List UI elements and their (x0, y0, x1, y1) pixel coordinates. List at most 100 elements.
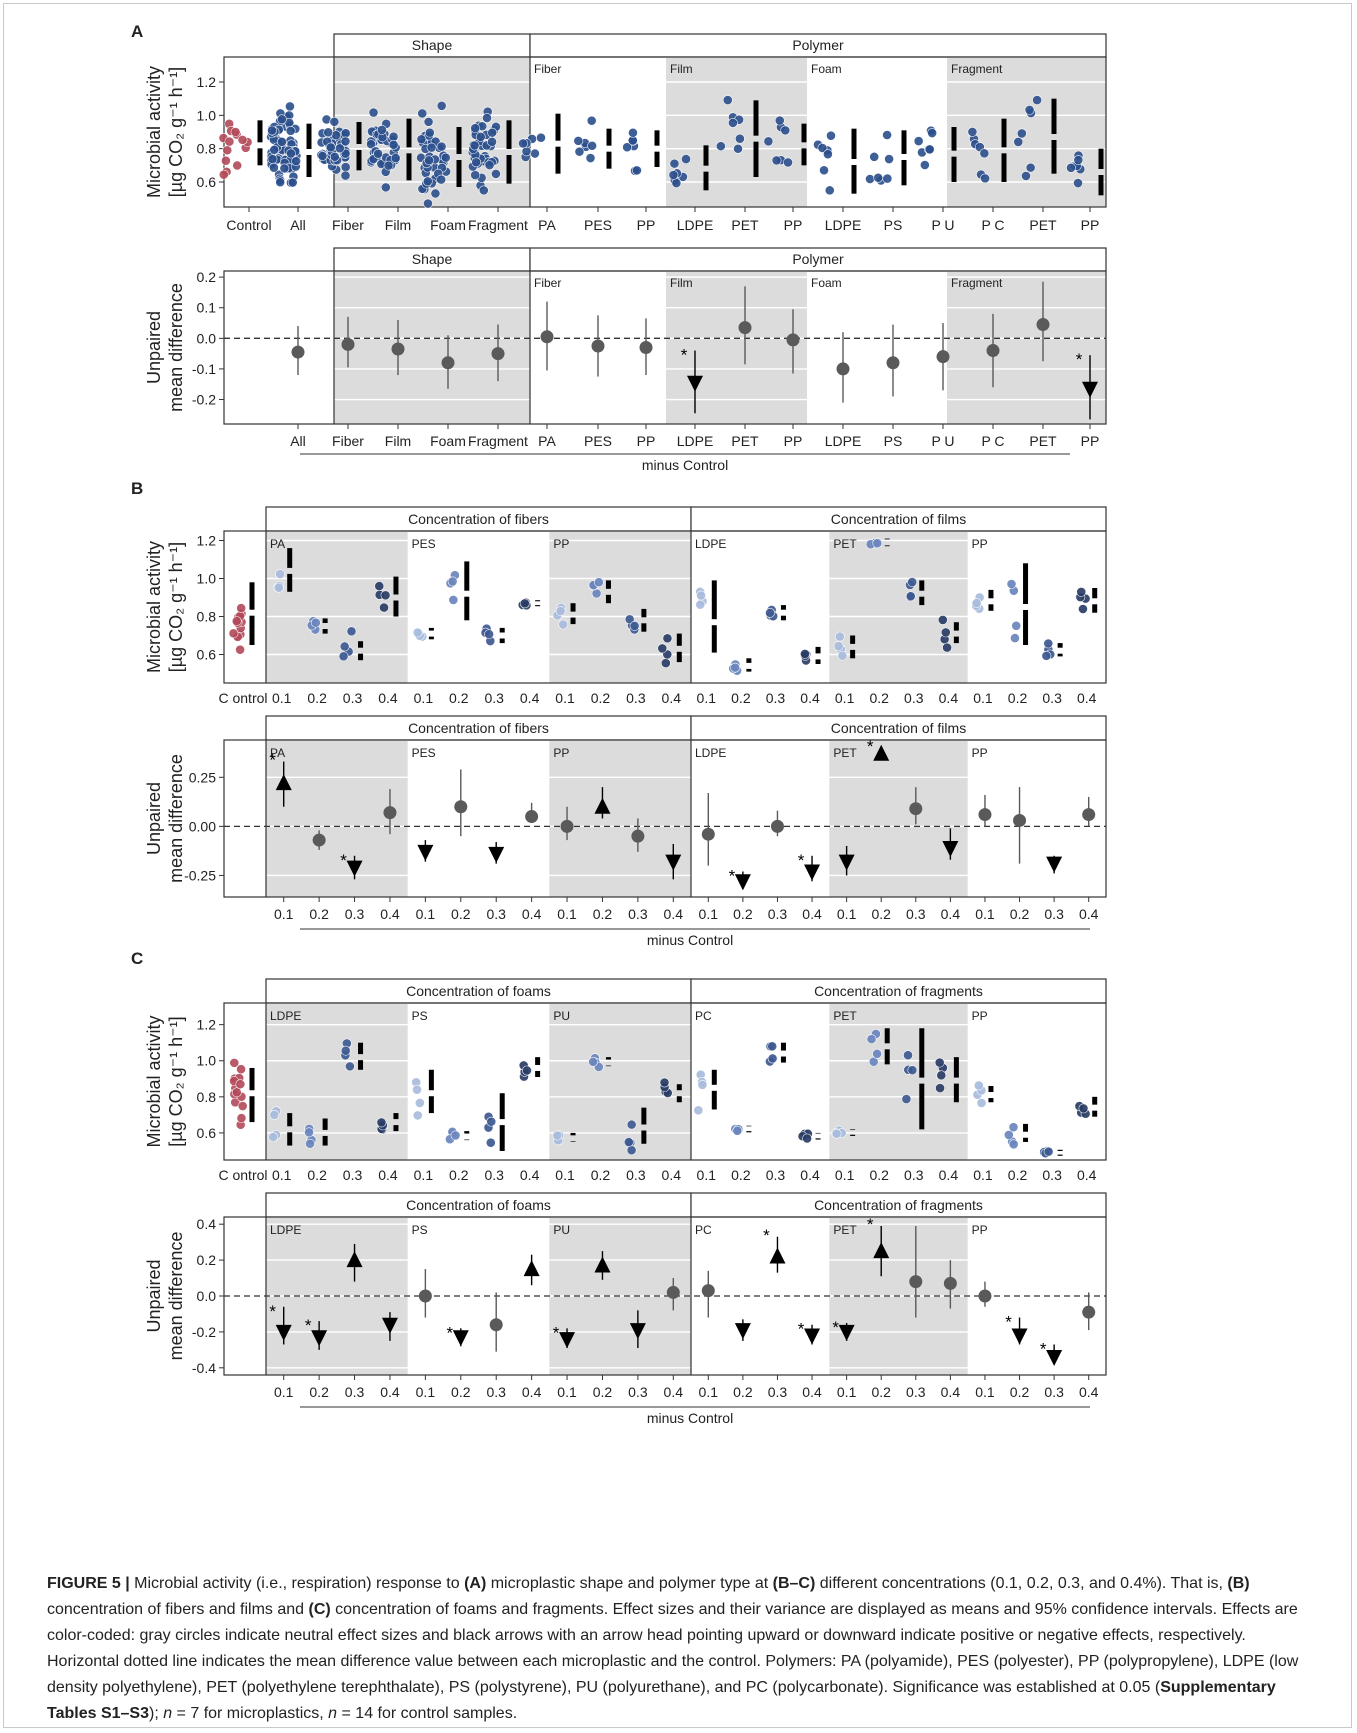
panel-c-bottom-concentration-label: 0.3 (486, 1384, 506, 1400)
panel-a-data-point (469, 140, 480, 151)
panel-a-top-ytick-label: 0.6 (197, 174, 217, 190)
panel-b-data-point (448, 595, 459, 605)
panel-c-data-point (450, 1130, 461, 1141)
panel-a-top-category-label: P U (931, 217, 954, 233)
panel-b-data-point (275, 569, 286, 579)
panel-b-data-point (1011, 620, 1022, 631)
panel-b-bottom-concentration-label: 0.2 (451, 906, 471, 922)
panel-a-bottom-neutral-point (738, 321, 752, 335)
panel-b-top-concentration-label: 0.3 (626, 690, 646, 706)
panel-a-data-point (669, 158, 680, 169)
panel-a-data-point (340, 162, 351, 172)
panel-b-bottom-negative-arrow (417, 844, 434, 861)
panel-c-top-group2-header-label: Concentration of fragments (814, 983, 983, 999)
panel-b-data-point (905, 591, 916, 602)
panel-c-top-ytick-label: 1.2 (197, 1017, 217, 1033)
panel-b-bottom-group1-header-box (265, 715, 692, 741)
panel-c-data-point (588, 1056, 598, 1067)
panel-c-top-concentration-label: 0.1 (697, 1167, 717, 1183)
panel-a-data-point (487, 136, 497, 147)
panel-c-bottom-neutral-point (489, 1318, 503, 1332)
panel-a-top-category-label: PET (731, 217, 759, 233)
panel-b-data-point (1010, 633, 1020, 644)
panel-a-data-point (771, 155, 782, 166)
panel-a-data-point (715, 141, 726, 152)
panel-b-data-point (942, 642, 952, 653)
panel-c-data-point (304, 1127, 314, 1138)
panel-a-bottom-subgroup-label: Fiber (534, 276, 561, 290)
panel-b-bottom-concentration-label: 0.2 (1010, 906, 1030, 922)
panel-b-top-subgroup-label: PES (412, 537, 436, 551)
panel-a-data-point (774, 115, 785, 126)
panel-c-data-point (414, 1098, 425, 1108)
panel-a-data-point (924, 144, 935, 155)
panel-c-bottom-significance-star: * (446, 1323, 453, 1342)
panel-b-bottom-concentration-label: 0.4 (380, 906, 400, 922)
panel-a-data-point (573, 135, 584, 146)
panel-c-bottom-concentration-label: 0.1 (837, 1384, 857, 1400)
panel-a-top-category-label: PP (784, 217, 803, 233)
panel-letter-c: C (131, 949, 143, 968)
panel-a-data-point (424, 127, 435, 138)
panel-c-bottom-significance-star: * (1005, 1313, 1012, 1332)
panel-c-top-concentration-label: 0.2 (731, 1167, 751, 1183)
panel-c-bottom-negative-arrow (804, 1328, 821, 1345)
panel-a-data-point (783, 157, 793, 168)
panel-a-data-point (882, 173, 893, 184)
panel-b-top-concentration-label: 0.4 (378, 690, 398, 706)
panel-a-top-category-label: Fragment (468, 217, 528, 233)
panel-a-data-point (423, 198, 433, 209)
panel-b-data-point (657, 643, 668, 654)
panel-b-top-concentration-label: 0.4 (939, 690, 959, 706)
panel-b-top-concentration-label: 0.3 (343, 690, 363, 706)
panel-b-data-point (310, 617, 321, 628)
panel-a-top-ytick-label: 1.0 (197, 107, 217, 123)
panel-a-bottom-neutral-point (341, 337, 355, 351)
panel-a-data-point (1013, 137, 1024, 147)
panel-b-bottom-neutral-point (1013, 813, 1027, 827)
panel-a-data-point (574, 146, 585, 157)
panel-b-top-concentration-label: 0.1 (555, 690, 575, 706)
panel-c-bottom-neutral-point (943, 1276, 957, 1290)
panel-c-data-point (659, 1077, 670, 1088)
panel-a-data-point (436, 100, 447, 111)
panel-a-data-point (980, 173, 990, 184)
panel-b-bottom-negative-arrow (665, 854, 682, 871)
panel-b-data-point (379, 602, 389, 613)
panel-b-bottom-concentration-label: 0.1 (416, 906, 436, 922)
panel-c-top-subgroup-label: PU (553, 1009, 570, 1023)
panel-c-top-shade (549, 1003, 691, 1160)
panel-b-top-concentration-label: 0.1 (973, 690, 993, 706)
panel-c-bottom-concentration-label: 0.1 (416, 1384, 436, 1400)
panel-c-data-point (866, 1034, 877, 1045)
panel-a-bottom-neutral-point (639, 341, 653, 354)
panel-c-bottom-negative-arrow (1011, 1328, 1028, 1345)
panel-b-bottom-neutral-point (701, 827, 715, 841)
panel-a-top-category-label: P C (981, 217, 1004, 233)
panel-b-bottom-neutral-point (1082, 808, 1096, 822)
panel-c-bottom-concentration-label: 0.4 (664, 1384, 684, 1400)
panel-a-data-point (681, 154, 691, 164)
panel-a-data-point (470, 170, 481, 180)
panel-a-bottom-ytick-label: 0.0 (197, 330, 217, 346)
panel-b-bottom-ylabel: mean difference (166, 754, 186, 883)
panel-a-shape-header-label: Shape (412, 37, 453, 53)
panel-b-bottom-shade (829, 740, 968, 897)
panel-c-data-point (268, 1132, 279, 1142)
panel-c-top-ytick-label: 0.6 (197, 1125, 217, 1141)
panel-c-data-point (522, 1065, 532, 1076)
panel-a-data-point (1025, 162, 1036, 173)
panel-b-data-point (695, 599, 706, 610)
panel-letter-b: B (131, 479, 143, 498)
panel-a-bottom-category-label: PA (538, 433, 556, 449)
panel-a-data-point (491, 168, 501, 179)
panel-a-bottom-fragment-shade (947, 271, 1106, 424)
panel-a-bottom-significance-star: * (681, 346, 688, 365)
panel-b-bottom-group1-header-label: Concentration of fibers (408, 720, 549, 736)
panel-b-data-point (380, 590, 391, 601)
panel-a-bottom-neutral-point (836, 362, 850, 376)
panel-b-bottom-subgroup-label: PES (412, 746, 436, 760)
panel-a-data-point (586, 115, 597, 126)
panel-c-bottom-significance-star: * (1040, 1339, 1047, 1358)
